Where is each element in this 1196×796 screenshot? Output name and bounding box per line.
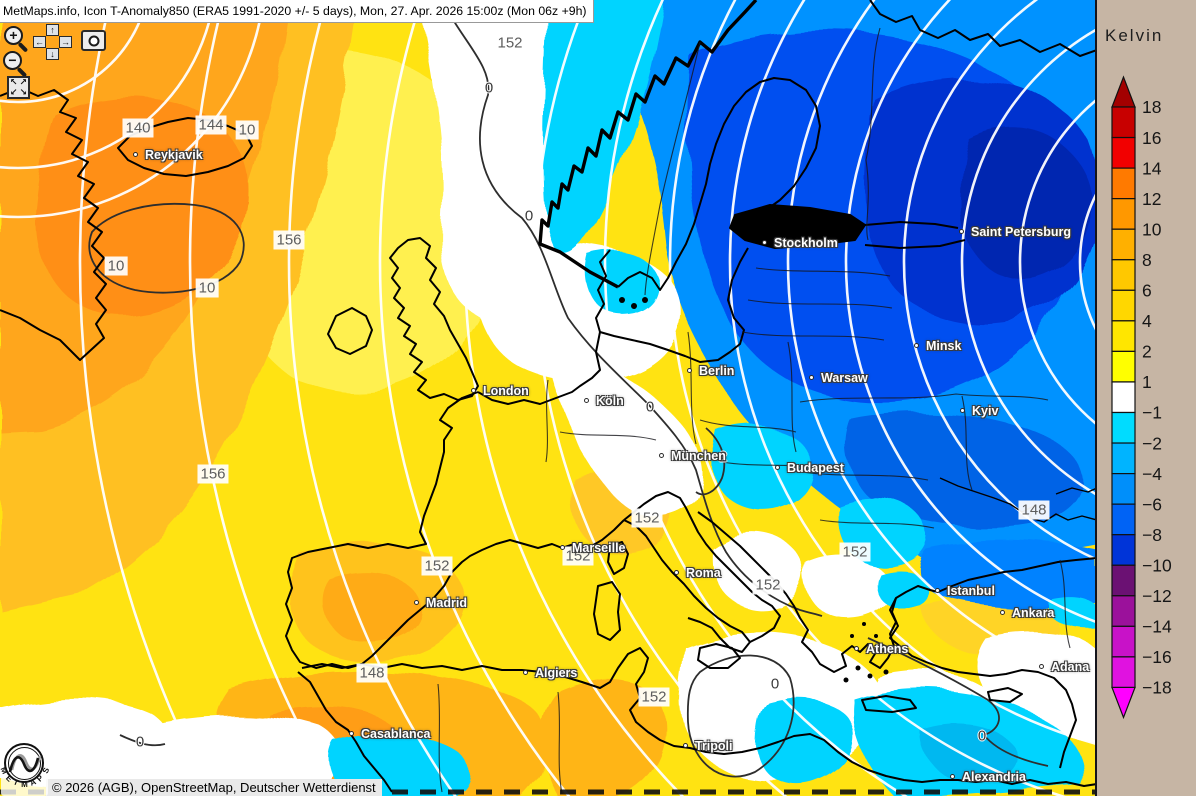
logo-wave-icon: [8, 754, 42, 773]
zoom-out-button[interactable]: −: [3, 51, 22, 70]
svg-text:18: 18: [1142, 97, 1161, 117]
snapshot-button[interactable]: [81, 30, 106, 51]
aegean-islands: [619, 297, 889, 683]
logo-ring: [4, 743, 44, 783]
svg-text:−4: −4: [1142, 464, 1162, 484]
geopotential-contours: [0, 0, 1095, 796]
svg-text:8: 8: [1142, 250, 1152, 270]
legend-title: Kelvin: [1105, 26, 1164, 45]
svg-text:−18: −18: [1142, 678, 1172, 698]
svg-text:16: 16: [1142, 128, 1161, 148]
svg-text:−1: −1: [1142, 403, 1162, 423]
arrow-down-left-icon: ↙: [9, 86, 18, 97]
svg-text:4: 4: [1142, 311, 1152, 331]
pan-left-button[interactable]: ←: [33, 36, 46, 48]
anomaly-field-regions: [0, 0, 1095, 796]
fullscreen-button[interactable]: ↖ ↗ ↙ ↘: [7, 76, 30, 99]
map-area[interactable]: 140 144 10 10 10 156 156 152 152 152 152 152 152 152 1…: [0, 0, 1097, 796]
svg-text:−12: −12: [1142, 586, 1172, 606]
arrow-up-right-icon: ↗: [19, 77, 28, 87]
copyright-bar[interactable]: © 2026 (AGB), OpenStreetMap, Deutscher W…: [46, 779, 382, 796]
weather-map-canvas[interactable]: [0, 0, 1097, 796]
svg-text:−10: −10: [1142, 555, 1172, 575]
svg-text:−16: −16: [1142, 647, 1172, 667]
svg-text:−8: −8: [1142, 525, 1162, 545]
arrow-up-left-icon: ↖: [9, 77, 18, 87]
map-title: MetMaps.info, Icon T-Anomaly850 (ERA5 19…: [0, 0, 594, 23]
zoom-in-button[interactable]: +: [4, 26, 23, 45]
svg-text:−14: −14: [1142, 617, 1172, 637]
arrow-down-right-icon: ↘: [19, 86, 28, 97]
arrow-up-icon: ↑: [50, 25, 55, 35]
arrow-right-icon: →: [61, 37, 70, 47]
pan-down-button[interactable]: ↓: [46, 48, 59, 60]
pan-right-button[interactable]: →: [59, 36, 72, 48]
minus-icon: −: [8, 52, 17, 68]
legend-colorbar: 18 16 14 12 10 8 6 4 2 1 −1 −2 −4 −6 −8 −10 −12 −14 −16 −18: [1111, 75, 1172, 720]
arrow-left-icon: ←: [35, 37, 44, 47]
svg-text:−6: −6: [1142, 494, 1162, 514]
legend-panel: Kelvin 18 16 14 12 10 8 6 4 2 1 −1 −2 −4 −6 −8 −10 −12 −1…: [1099, 0, 1196, 796]
svg-text:6: 6: [1142, 281, 1152, 301]
svg-text:−2: −2: [1142, 433, 1162, 453]
svg-text:2: 2: [1142, 342, 1152, 362]
plus-icon: +: [9, 27, 18, 43]
svg-text:12: 12: [1142, 189, 1161, 209]
coastlines: [0, 0, 1095, 793]
arrow-down-icon: ↓: [50, 49, 55, 59]
svg-text:14: 14: [1142, 158, 1162, 178]
country-borders: [437, 27, 1071, 795]
pan-up-button[interactable]: ↑: [46, 24, 59, 36]
camera-lens-icon: [88, 35, 99, 46]
svg-text:10: 10: [1142, 219, 1162, 239]
svg-text:1: 1: [1142, 372, 1152, 392]
